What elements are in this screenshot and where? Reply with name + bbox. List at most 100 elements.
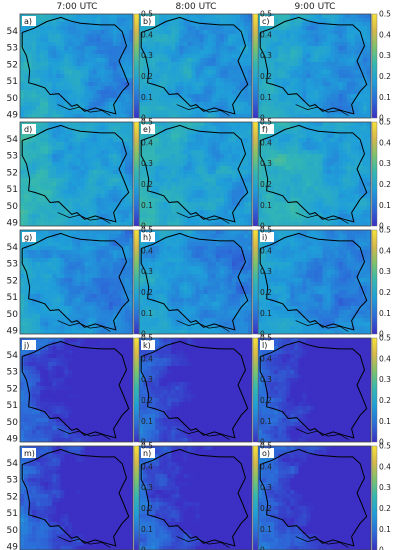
- map-cell: [318, 162, 323, 167]
- map-cell: [195, 114, 200, 118]
- map-cell: [199, 134, 204, 139]
- map-cell: [362, 54, 368, 59]
- map-cell: [286, 166, 291, 171]
- map-cell: [362, 170, 368, 175]
- map-cell: [247, 110, 252, 115]
- map-cell: [243, 222, 249, 226]
- map-cell: [88, 54, 94, 59]
- map-cell: [128, 274, 133, 279]
- map-cell: [215, 114, 221, 118]
- map-cell: [314, 50, 319, 55]
- map-cell: [302, 30, 307, 35]
- map-cell: [227, 134, 233, 139]
- map-cell: [88, 206, 94, 211]
- map-cell: [108, 146, 114, 151]
- map-cell: [187, 210, 192, 215]
- map-cell: [88, 170, 94, 175]
- map-cell: [183, 110, 188, 115]
- map-cell: [171, 102, 176, 107]
- map-cell: [310, 154, 315, 159]
- map-cell: [76, 134, 81, 139]
- map-cell: [40, 186, 45, 191]
- map-cell: [155, 134, 160, 139]
- map-cell: [167, 42, 172, 47]
- map-cell: [203, 102, 209, 107]
- map-cell: [219, 146, 225, 151]
- map-cell: [48, 66, 53, 71]
- map-cell: [302, 174, 307, 179]
- map-cell: [342, 42, 348, 47]
- map-cell: [262, 46, 267, 51]
- map-cell: [128, 114, 133, 118]
- map-cell: [76, 70, 81, 75]
- map-cell: [227, 74, 233, 79]
- map-cell: [60, 46, 65, 51]
- map-cell: [80, 86, 85, 91]
- map-cell: [326, 90, 332, 95]
- map-cell: [100, 194, 106, 199]
- map-cell: [227, 114, 233, 118]
- map-cell: [171, 46, 176, 51]
- map-cell: [44, 310, 49, 315]
- map-cell: [342, 162, 348, 167]
- map-cell: [290, 30, 295, 35]
- map-cell: [338, 150, 344, 155]
- map-cell: [96, 66, 102, 71]
- map-cell: [266, 142, 271, 147]
- map-cell: [92, 110, 98, 115]
- map-cell: [52, 246, 57, 251]
- map-cell: [100, 50, 106, 55]
- map-cell: [108, 206, 114, 211]
- map-cell: [211, 70, 217, 75]
- map-cell: [338, 178, 344, 183]
- map-cell: [334, 198, 340, 203]
- map-cell: [68, 270, 73, 275]
- map-cell: [139, 202, 144, 207]
- map-cell: [342, 122, 348, 127]
- map-cell: [298, 66, 303, 71]
- map-cell: [64, 66, 69, 71]
- map-cell: [223, 190, 229, 195]
- map-cell: [84, 306, 90, 311]
- map-cell: [116, 78, 122, 83]
- map-cell: [163, 170, 168, 175]
- map-cell: [203, 58, 209, 63]
- map-cell: [191, 222, 196, 226]
- map-cell: [100, 62, 106, 67]
- map-cell: [195, 126, 200, 131]
- map-cell: [183, 86, 188, 91]
- map-cell: [36, 274, 41, 279]
- map-cell: [346, 210, 352, 215]
- map-cell: [247, 194, 252, 199]
- map-cell: [211, 86, 217, 91]
- map-cell: [302, 102, 307, 107]
- map-cell: [302, 146, 307, 151]
- map-cell: [76, 186, 81, 191]
- map-cell: [96, 282, 102, 287]
- map-cell: [278, 186, 283, 191]
- map-cell: [223, 182, 229, 187]
- panel-label: e): [143, 125, 151, 134]
- map-cell: [346, 214, 352, 219]
- map-cell: [88, 154, 94, 159]
- map-cell: [128, 126, 133, 131]
- map-cell: [171, 38, 176, 43]
- map-cell: [262, 170, 267, 175]
- map-cell: [350, 38, 356, 43]
- map-cell: [199, 18, 204, 23]
- map-cell: [72, 130, 77, 135]
- panel-label-bg: [260, 16, 274, 26]
- map-cell: [120, 286, 126, 291]
- map-cell: [40, 134, 45, 139]
- map-cell: [330, 30, 336, 35]
- map-cell: [330, 146, 336, 151]
- map-cell: [179, 30, 184, 35]
- map-cell: [84, 170, 90, 175]
- map-cell: [211, 90, 217, 95]
- map-cell: [358, 42, 364, 47]
- map-cell: [326, 170, 332, 175]
- map-cell: [28, 178, 33, 183]
- map-cell: [286, 202, 291, 207]
- map-cell: [108, 162, 114, 167]
- map-cell: [227, 202, 233, 207]
